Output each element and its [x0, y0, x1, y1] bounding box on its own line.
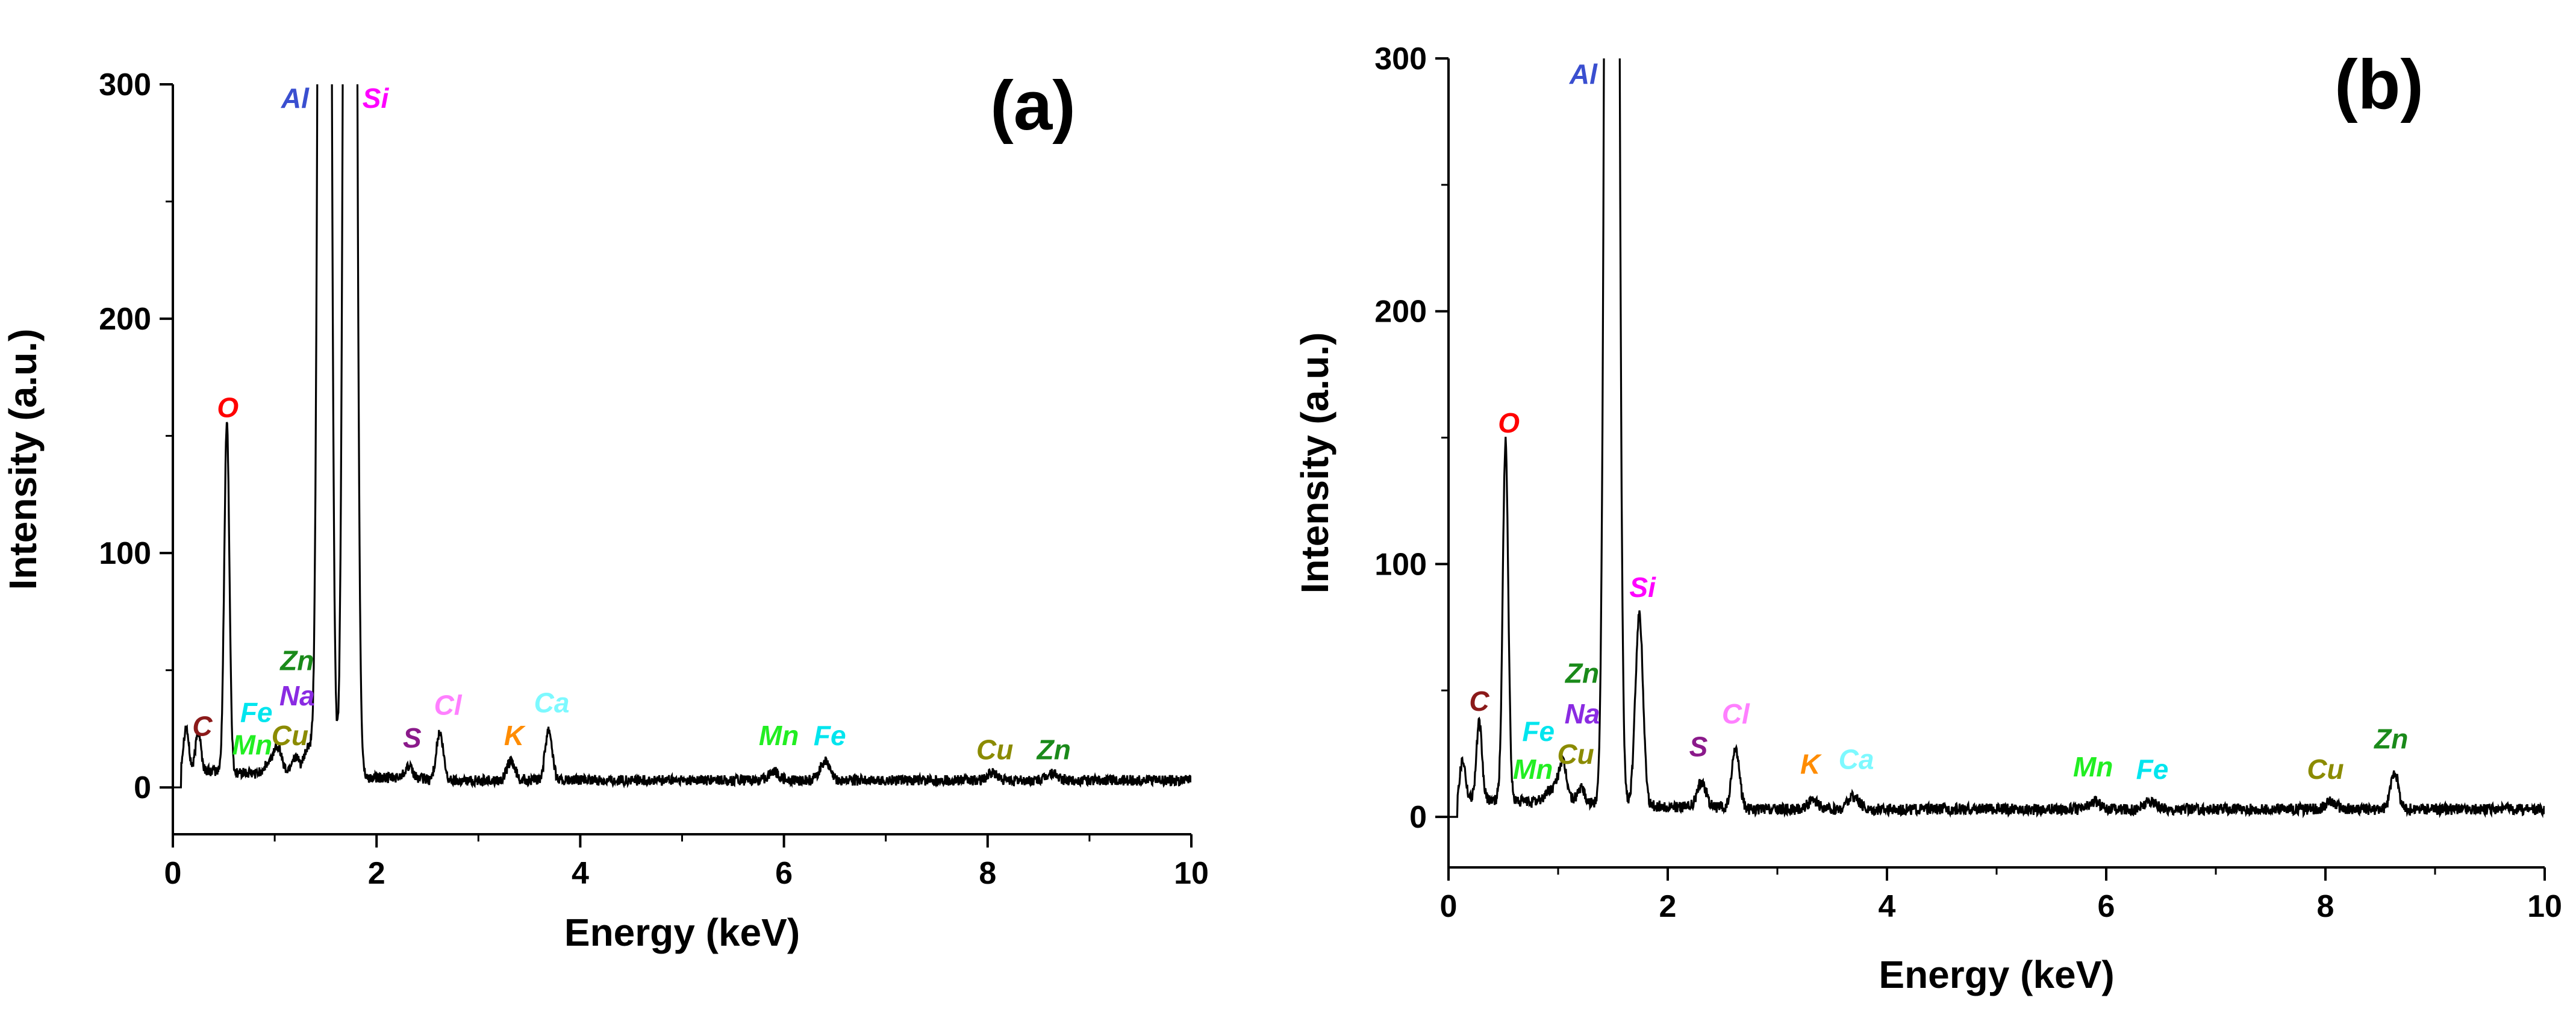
peak-label-c: C [1469, 685, 1489, 717]
spectrum-line [1449, 58, 2545, 819]
x-tick-label: 2 [368, 856, 385, 891]
peak-label-na: Na [279, 680, 315, 711]
peak-label-c: C [192, 711, 213, 742]
x-tick-label: 10 [1174, 856, 1209, 891]
y-tick-label: 200 [99, 302, 151, 337]
peak-label-cu: Cu [1557, 738, 1594, 770]
x-tick-label: 6 [2098, 889, 2115, 924]
peak-label-fe: Fe [240, 696, 273, 728]
peak-label-al: Al [1569, 58, 1598, 90]
peak-label-ca: Ca [534, 687, 570, 719]
x-tick-label: 4 [572, 856, 589, 891]
peak-label-k: K [504, 720, 526, 751]
panel-label: (a) [990, 66, 1076, 145]
peak-label-zn: Zn [2373, 723, 2408, 755]
peak-label-mn: Mn [232, 729, 272, 761]
peak-label-cl: Cl [434, 690, 463, 721]
x-tick-label: 4 [1879, 889, 1896, 924]
y-tick-label: 300 [1374, 42, 1427, 76]
peak-label-cu: Cu [976, 734, 1013, 766]
y-axis-title: Intensity (a.u.) [1293, 333, 1336, 594]
peak-label-cl: Cl [1722, 698, 1750, 729]
y-tick-label: 100 [99, 536, 151, 571]
y-tick-label: 200 [1374, 295, 1427, 329]
spectrum-line [173, 84, 1191, 789]
x-tick-label: 0 [164, 856, 182, 891]
peak-label-fe: Fe [2136, 754, 2169, 785]
peak-label-cu: Cu [272, 720, 308, 751]
peak-label-k: K [1800, 749, 1822, 780]
peak-label-si: Si [1629, 572, 1656, 603]
peak-label-zn: Zn [1036, 734, 1071, 766]
peak-label-fe: Fe [814, 720, 846, 751]
peak-label-mn: Mn [2073, 751, 2113, 782]
peak-label-mn: Mn [759, 720, 799, 751]
x-tick-label: 0 [1440, 889, 1458, 924]
x-axis-title: Energy (keV) [564, 911, 800, 954]
y-axis-title: Intensity (a.u.) [1, 329, 45, 590]
panel-label: (b) [2334, 45, 2424, 123]
peak-label-si: Si [363, 83, 390, 114]
peak-label-o: O [217, 392, 239, 423]
peak-label-o: O [1498, 407, 1520, 439]
y-tick-label: 100 [1374, 547, 1427, 582]
y-tick-label: 300 [99, 67, 151, 102]
peak-label-fe: Fe [1522, 716, 1555, 747]
peak-label-ca: Ca [1839, 743, 1874, 775]
y-tick-label: 0 [134, 770, 151, 805]
peak-label-zn: Zn [1564, 658, 1599, 689]
y-tick-label: 0 [1409, 800, 1427, 835]
peak-label-mn: Mn [1513, 754, 1553, 785]
peak-label-cu: Cu [2307, 754, 2344, 785]
x-tick-label: 8 [2317, 889, 2334, 924]
x-tick-label: 6 [775, 856, 793, 891]
peak-label-s: S [403, 722, 422, 754]
peak-label-s: S [1689, 731, 1708, 762]
peak-label-na: Na [1565, 698, 1600, 729]
x-axis-title: Energy (keV) [1879, 953, 2114, 996]
peak-label-al: Al [281, 83, 310, 114]
x-tick-label: 2 [1659, 889, 1677, 924]
x-tick-label: 8 [979, 856, 996, 891]
x-tick-label: 10 [2527, 889, 2562, 924]
peak-label-zn: Zn [279, 645, 314, 676]
